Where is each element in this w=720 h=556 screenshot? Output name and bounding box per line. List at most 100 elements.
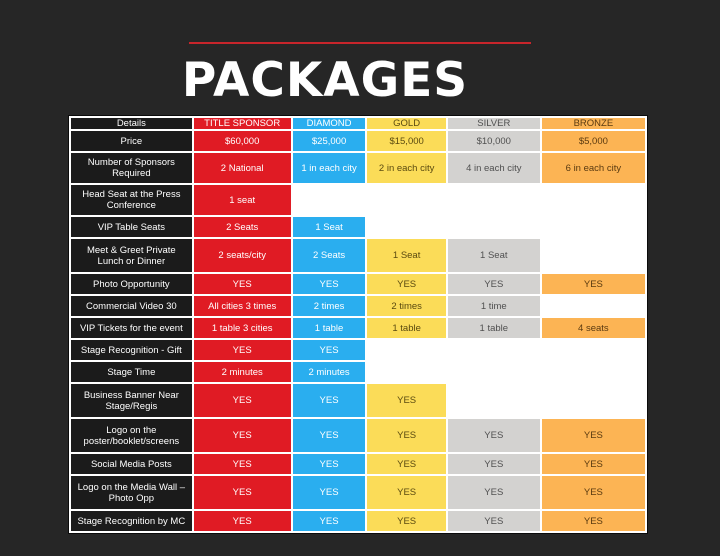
row-label: Business Banner Near Stage/Regis xyxy=(71,384,192,418)
row-label: Head Seat at the Press Conference xyxy=(71,185,192,216)
cell-bronze xyxy=(541,239,645,273)
cell-diamond: YES xyxy=(292,419,366,453)
column-header-bronze: BRONZE xyxy=(541,118,645,130)
cell-title-sponsor: 2 seats/city xyxy=(193,239,291,273)
cell-diamond: YES xyxy=(292,454,366,475)
cell-title-sponsor: YES xyxy=(193,384,291,418)
cell-silver xyxy=(447,384,540,418)
row-label: Stage Recognition - Gift xyxy=(71,340,192,361)
table-row: Logo on the poster/booklet/screens YES YES… xyxy=(71,419,645,453)
cell-gold: YES xyxy=(367,476,446,510)
column-header-diamond: DIAMOND xyxy=(292,118,366,130)
cell-silver xyxy=(447,185,540,216)
cell-title-sponsor: 1 table 3 cities xyxy=(193,318,291,339)
cell-bronze xyxy=(541,296,645,317)
table-row: VIP Tickets for the event 1 table 3 citie… xyxy=(71,318,645,339)
cell-diamond: YES xyxy=(292,476,366,510)
cell-title-sponsor: 2 Seats xyxy=(193,217,291,238)
cell-gold xyxy=(367,217,446,238)
cell-silver: 1 time xyxy=(447,296,540,317)
cell-gold xyxy=(367,185,446,216)
row-label: Photo Opportunity xyxy=(71,274,192,295)
cell-diamond: YES xyxy=(292,511,366,532)
cell-title-sponsor: 1 seat xyxy=(193,185,291,216)
cell-silver: YES xyxy=(447,454,540,475)
cell-gold: YES xyxy=(367,454,446,475)
cell-silver: YES xyxy=(447,511,540,532)
row-label: Stage Time xyxy=(71,362,192,383)
cell-silver: $10,000 xyxy=(447,131,540,152)
cell-bronze: 6 in each city xyxy=(541,153,645,184)
row-label: VIP Tickets for the event xyxy=(71,318,192,339)
row-label: Commercial Video 30 xyxy=(71,296,192,317)
cell-bronze: $5,000 xyxy=(541,131,645,152)
header-row: Details TITLE SPONSOR DIAMOND GOLD SILVE… xyxy=(71,118,645,130)
cell-bronze: YES xyxy=(541,511,645,532)
cell-bronze xyxy=(541,340,645,361)
cell-diamond: 2 minutes xyxy=(292,362,366,383)
column-header-details: Details xyxy=(71,118,192,130)
table-row: Photo Opportunity YES YES YES YES YES xyxy=(71,274,645,295)
cell-diamond: 2 Seats xyxy=(292,239,366,273)
table-row: VIP Table Seats 2 Seats 1 Seat xyxy=(71,217,645,238)
cell-silver: 4 in each city xyxy=(447,153,540,184)
row-label: Logo on the Media Wall – Photo Opp xyxy=(71,476,192,510)
cell-silver xyxy=(447,340,540,361)
column-header-title-sponsor: TITLE SPONSOR xyxy=(193,118,291,130)
cell-gold: 2 in each city xyxy=(367,153,446,184)
cell-gold: YES xyxy=(367,419,446,453)
cell-silver: YES xyxy=(447,274,540,295)
cell-silver: YES xyxy=(447,476,540,510)
cell-title-sponsor: 2 National xyxy=(193,153,291,184)
cell-diamond: $25,000 xyxy=(292,131,366,152)
cell-gold: 1 table xyxy=(367,318,446,339)
cell-bronze: YES xyxy=(541,454,645,475)
row-label: Logo on the poster/booklet/screens xyxy=(71,419,192,453)
column-header-gold: GOLD xyxy=(367,118,446,130)
cell-diamond: 1 in each city xyxy=(292,153,366,184)
cell-bronze xyxy=(541,185,645,216)
cell-gold: YES xyxy=(367,384,446,418)
row-label: Price xyxy=(71,131,192,152)
cell-title-sponsor: YES xyxy=(193,274,291,295)
cell-gold: $15,000 xyxy=(367,131,446,152)
table-row: Price $60,000 $25,000 $15,000 $10,000 $5,000 xyxy=(71,131,645,152)
cell-title-sponsor: YES xyxy=(193,340,291,361)
cell-bronze: YES xyxy=(541,274,645,295)
cell-diamond: 1 table xyxy=(292,318,366,339)
page-title: PACKAGES xyxy=(181,53,469,108)
cell-bronze: 4 seats xyxy=(541,318,645,339)
packages-table-container: Details TITLE SPONSOR DIAMOND GOLD SILVE… xyxy=(68,115,648,534)
packages-table-body: Price $60,000 $25,000 $15,000 $10,000 $5,000 N… xyxy=(71,131,645,532)
cell-gold: 2 times xyxy=(367,296,446,317)
cell-bronze: YES xyxy=(541,419,645,453)
cell-diamond xyxy=(292,185,366,216)
cell-title-sponsor: YES xyxy=(193,476,291,510)
cell-gold: 1 Seat xyxy=(367,239,446,273)
cell-silver: YES xyxy=(447,419,540,453)
cell-gold: YES xyxy=(367,274,446,295)
cell-diamond: 2 times xyxy=(292,296,366,317)
cell-diamond: YES xyxy=(292,384,366,418)
table-row: Stage Recognition - Gift YES YES xyxy=(71,340,645,361)
column-header-silver: SILVER xyxy=(447,118,540,130)
cell-diamond: YES xyxy=(292,274,366,295)
cell-bronze xyxy=(541,362,645,383)
row-label: Social Media Posts xyxy=(71,454,192,475)
table-row: Commercial Video 30 All cities 3 times 2 t… xyxy=(71,296,645,317)
table-row: Stage Time 2 minutes 2 minutes xyxy=(71,362,645,383)
cell-title-sponsor: 2 minutes xyxy=(193,362,291,383)
table-row: Number of Sponsors Required 2 National 1 i… xyxy=(71,153,645,184)
cell-bronze: YES xyxy=(541,476,645,510)
table-row: Social Media Posts YES YES YES YES YES xyxy=(71,454,645,475)
cell-title-sponsor: All cities 3 times xyxy=(193,296,291,317)
cell-bronze xyxy=(541,384,645,418)
cell-diamond: 1 Seat xyxy=(292,217,366,238)
cell-bronze xyxy=(541,217,645,238)
cell-diamond: YES xyxy=(292,340,366,361)
row-label: Meet & Greet Private Lunch or Dinner xyxy=(71,239,192,273)
row-label: Number of Sponsors Required xyxy=(71,153,192,184)
table-row: Head Seat at the Press Conference 1 seat xyxy=(71,185,645,216)
cell-silver xyxy=(447,362,540,383)
cell-title-sponsor: YES xyxy=(193,454,291,475)
